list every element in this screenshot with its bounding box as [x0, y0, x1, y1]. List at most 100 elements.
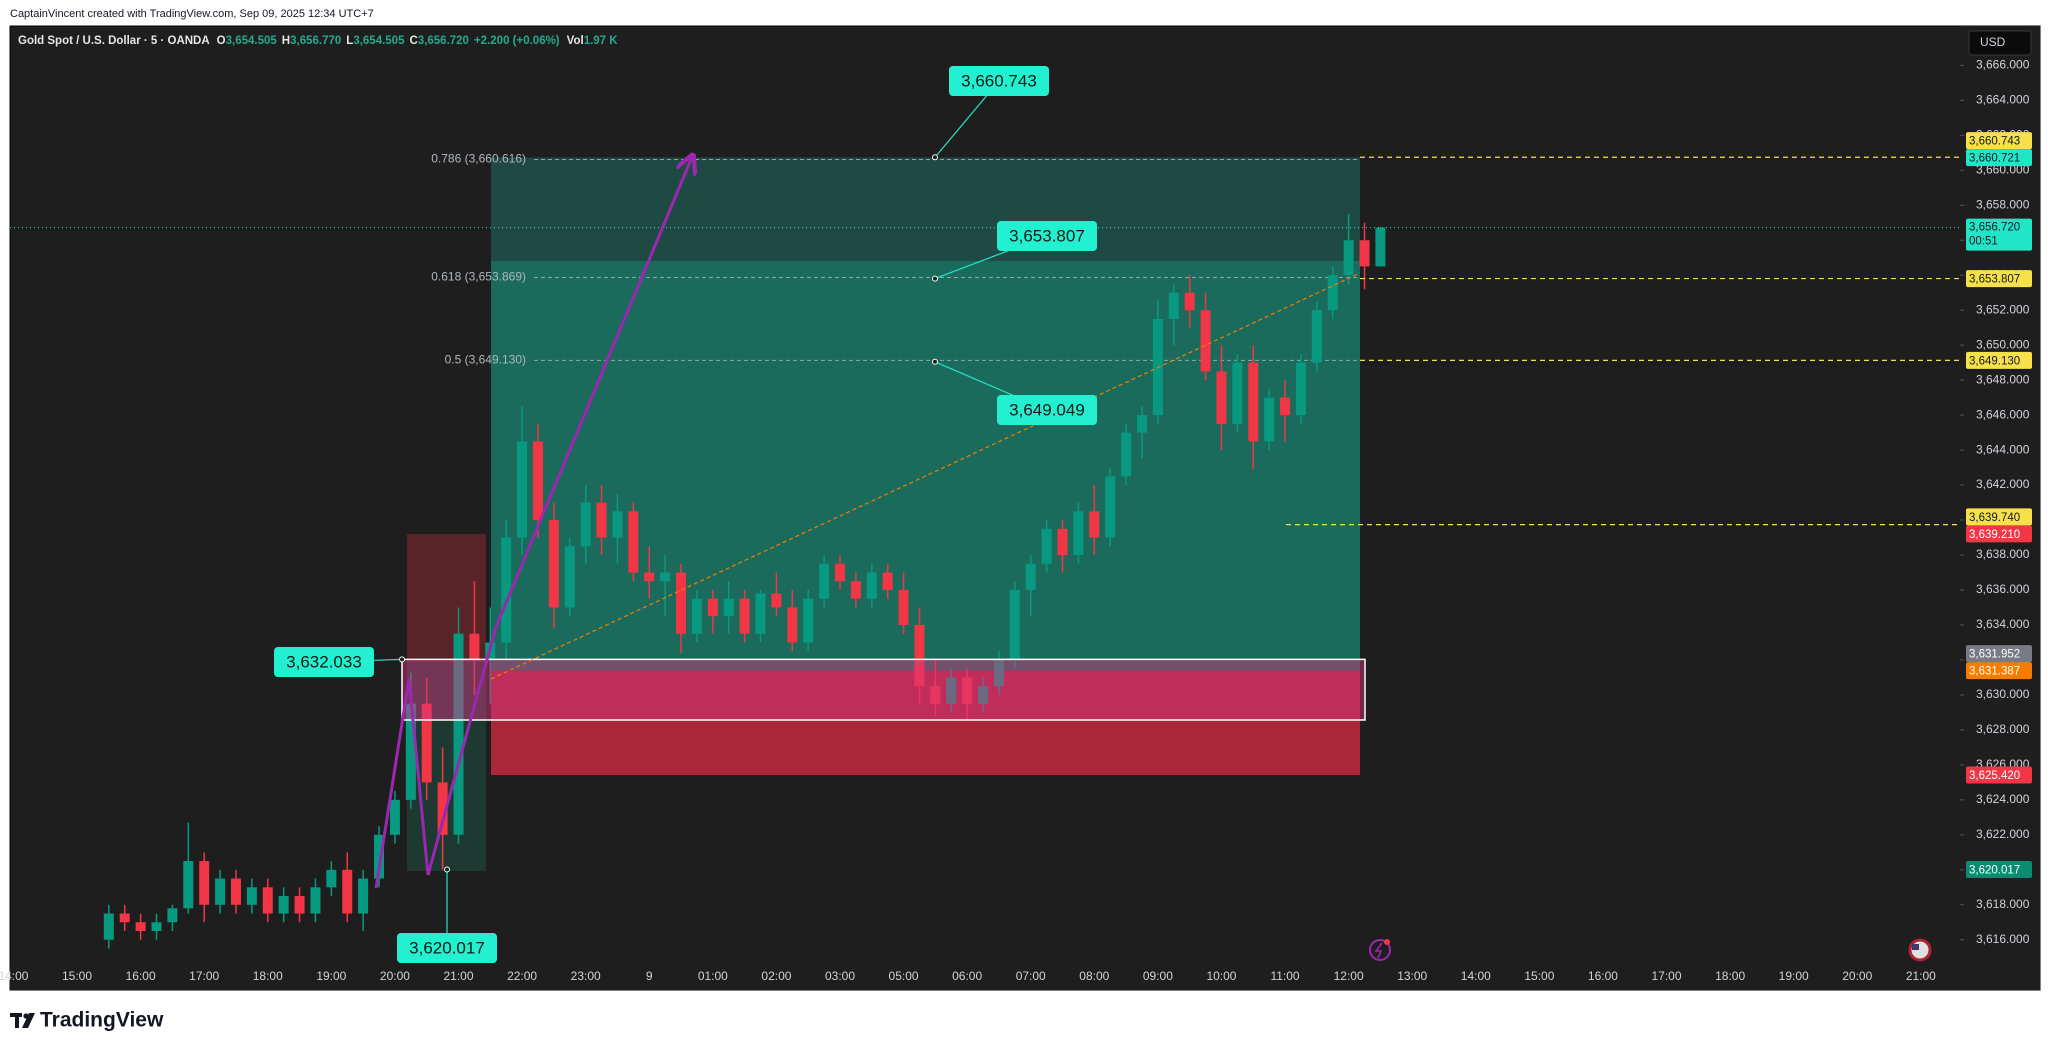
x-tick-label: 15:00: [62, 969, 92, 983]
price-label-box: [1966, 525, 2032, 543]
callout-label: 3,620.017: [409, 938, 485, 957]
logo-mark: [22, 1013, 35, 1028]
currency-button[interactable]: [1968, 30, 2032, 56]
candle-body: [199, 861, 210, 905]
brand-logo: TradingView: [10, 1009, 164, 1032]
left-teal-zone: [407, 662, 486, 871]
candle-body: [1248, 362, 1259, 442]
alert-dot: [1384, 939, 1390, 945]
candle-body: [914, 624, 925, 687]
price-label: 3,631.952: [1969, 649, 2020, 661]
drawing-boxes: 0.786 (3,660.616) 0.618 (3,653.869) 0.5 (3…: [407, 152, 1360, 871]
profit-zone-upper: [491, 157, 1360, 261]
callout-anchor: [932, 358, 938, 365]
y-tick-label: 3,646.000: [1976, 407, 2030, 421]
price-label-box: [1966, 351, 2032, 369]
candle-body: [1057, 528, 1068, 556]
candle-body: [628, 511, 639, 573]
candle-body: [389, 799, 400, 835]
flag-canton: [1912, 944, 1919, 950]
x-tick-label: 05:00: [889, 969, 919, 983]
candle-body: [103, 913, 114, 940]
candle-body: [1216, 371, 1227, 424]
countdown-label: 00:51: [1969, 236, 1998, 248]
candle-body: [1359, 240, 1370, 267]
x-tick-label: 12:00: [1334, 969, 1364, 983]
y-tick-label: 3,666.000: [1976, 58, 2030, 72]
candle-body: [691, 598, 702, 634]
price-label: 3,620.017: [1969, 865, 2020, 877]
candle-body: [660, 572, 671, 582]
candle-body: [1343, 240, 1354, 276]
candle-body: [1009, 590, 1020, 660]
x-tick-label: 15:00: [1524, 969, 1554, 983]
x-tick-label: 18:00: [1715, 969, 1745, 983]
y-tick-label: 3,664.000: [1976, 92, 2030, 106]
candle-body: [946, 677, 957, 704]
candle-body: [1295, 362, 1306, 416]
candle-body: [1105, 476, 1116, 538]
price-label: 3,639.740: [1969, 512, 2020, 524]
candle-body: [1232, 362, 1243, 424]
legend-key: L: [346, 35, 353, 47]
candle-body: [993, 659, 1004, 687]
price-label-box: [1966, 132, 2032, 150]
legend-value: 1.97 K: [584, 35, 619, 47]
callout-anchor: [444, 866, 450, 873]
callout-box: [274, 647, 374, 677]
price-label: 3,649.130: [1969, 355, 2020, 367]
legend-key: H: [282, 35, 290, 47]
y-tick-label: 3,648.000: [1976, 372, 2030, 386]
candle-body: [962, 677, 973, 704]
callout-anchor: [932, 275, 938, 282]
legend-value: 3,656.720: [418, 35, 469, 47]
candle-body: [246, 887, 257, 905]
price-label-box: [1966, 149, 2032, 167]
candle-body: [310, 887, 321, 914]
candle-body: [707, 598, 718, 617]
candle-body: [1311, 310, 1322, 363]
candle-body: [342, 869, 353, 914]
candle-body: [882, 572, 893, 590]
candle-body: [1121, 432, 1132, 477]
price-label: 3,625.420: [1969, 770, 2020, 782]
candle-body: [421, 703, 432, 783]
y-tick-label: 3,634.000: [1976, 617, 2030, 631]
candles: [103, 214, 1386, 949]
x-tick-label: 22:00: [507, 969, 537, 983]
candle-body: [183, 861, 194, 909]
x-tick-label: 23:00: [571, 969, 601, 983]
price-label: 3,639.210: [1969, 529, 2020, 541]
candle-body: [358, 878, 369, 914]
alert-icon[interactable]: [1369, 939, 1391, 961]
price-label: 3,660.721: [1969, 153, 2020, 165]
y-tick-label: 3,638.000: [1976, 547, 2030, 561]
callout-label: 3,653.807: [1009, 226, 1085, 245]
candle-body: [374, 834, 385, 879]
legend-value: 3,654.505: [226, 35, 278, 47]
fib-label: 0.786 (3,660.616): [431, 152, 526, 166]
candle-body: [1168, 292, 1179, 319]
candle-body: [1089, 511, 1100, 538]
candle-body: [612, 511, 623, 538]
price-axis-panel: [1960, 26, 2040, 990]
x-tick-label: 14:00: [1461, 969, 1491, 983]
candle-body: [151, 922, 162, 932]
price-label-box: [1966, 270, 2032, 288]
legend-key: C: [409, 35, 417, 47]
candle-body: [819, 563, 830, 599]
alert-bolt: [1374, 942, 1383, 959]
x-tick-label: 02:00: [761, 969, 791, 983]
fib-label: 0.618 (3,653.869): [431, 270, 526, 284]
x-tick-label: 09:00: [1143, 969, 1173, 983]
candle-body: [564, 546, 575, 608]
candle-body: [469, 633, 480, 660]
candle-body: [850, 581, 861, 599]
y-tick-label: 3,628.000: [1976, 722, 2030, 736]
x-tick-label: 19:00: [316, 969, 346, 983]
x-tick-label: 11:00: [1270, 969, 1299, 983]
entry-highlight-box: [401, 658, 1366, 721]
x-tick-label: 16:00: [126, 969, 156, 983]
